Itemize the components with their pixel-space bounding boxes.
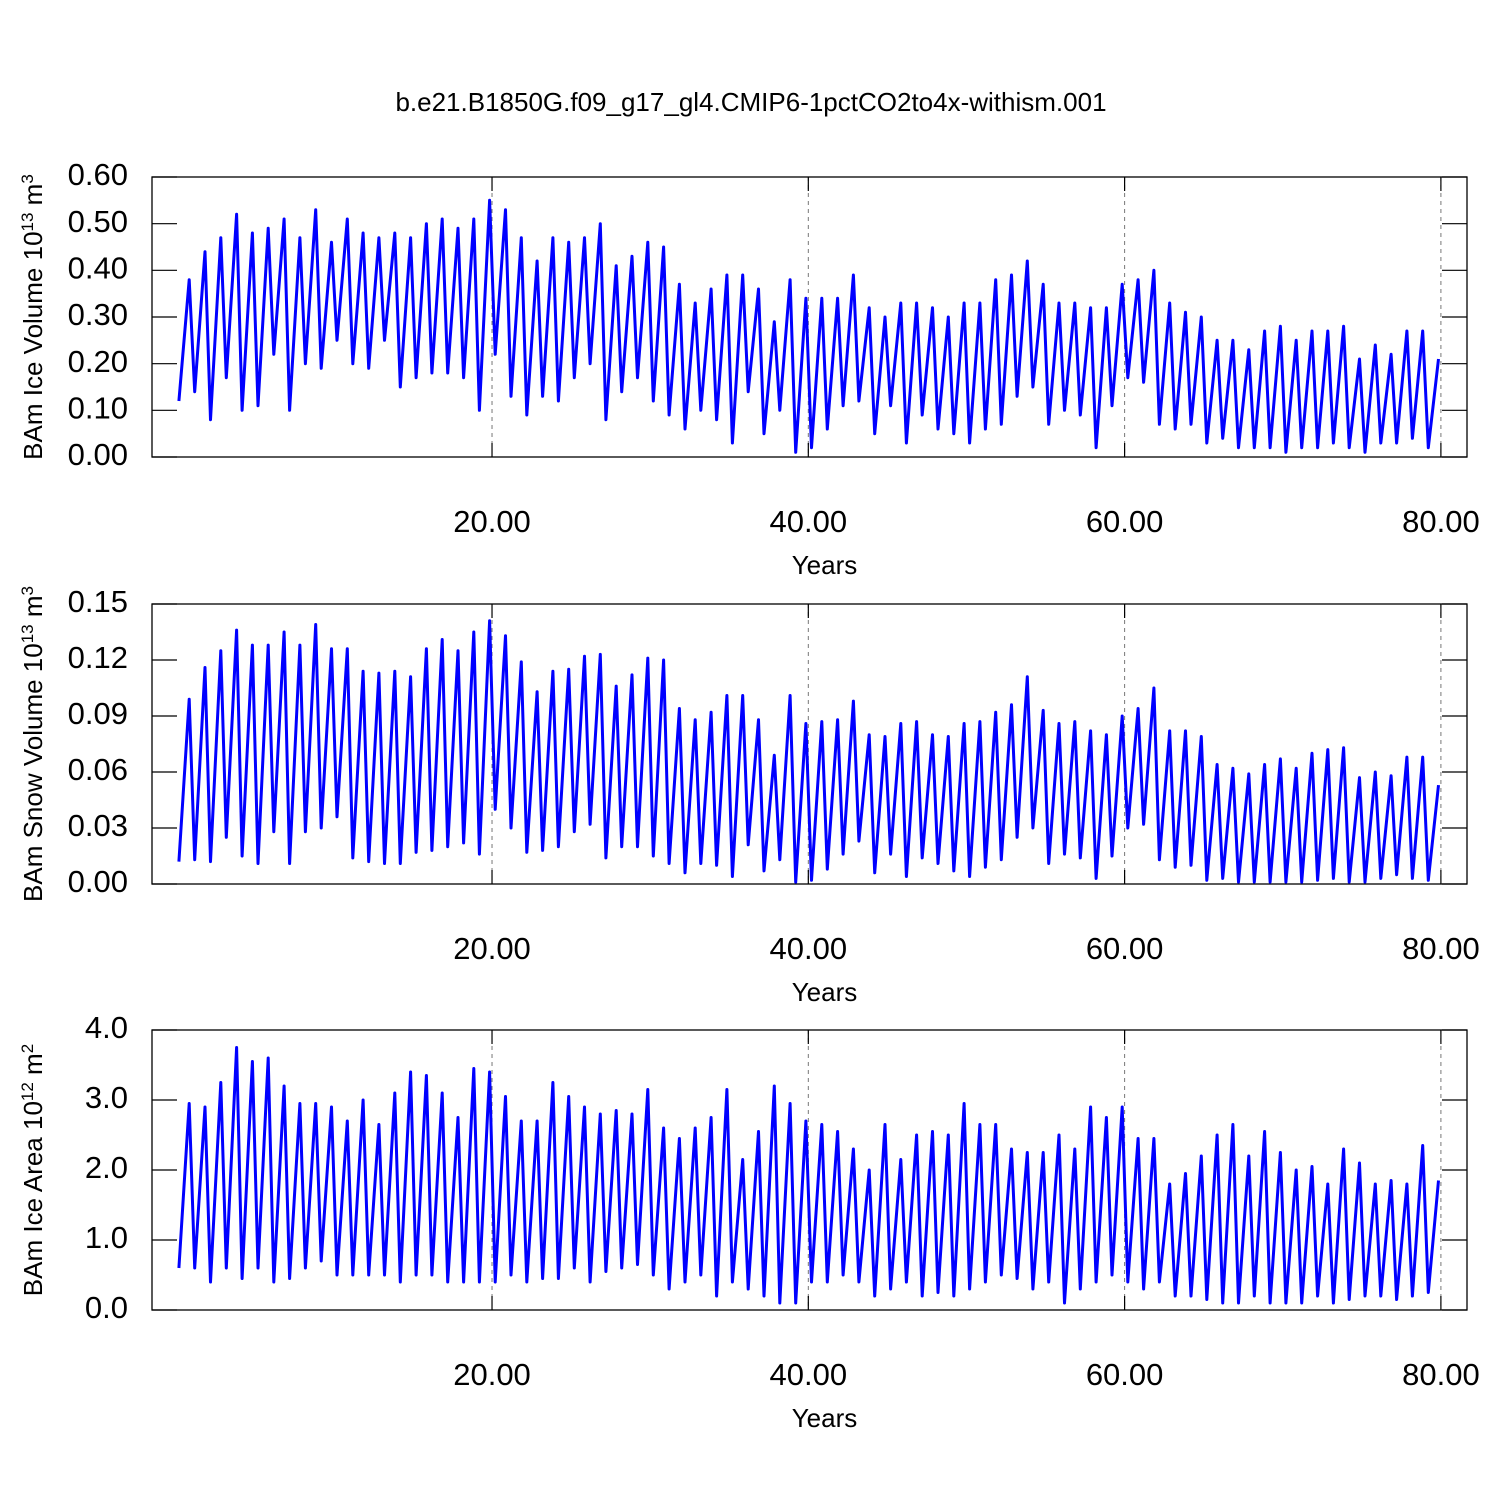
- x-tick-label: 20.00: [453, 931, 531, 966]
- x-tick-label: 60.00: [1086, 1357, 1164, 1392]
- x-tick-label: 40.00: [770, 504, 848, 539]
- y-axis-title-part: 12: [18, 1082, 37, 1101]
- y-tick-label: 0.30: [68, 297, 128, 332]
- y-axis-title-part: m: [18, 184, 48, 213]
- plot-frame: [151, 1029, 1468, 1311]
- x-tick-label: 40.00: [770, 931, 848, 966]
- y-tick-label: 0.0: [85, 1290, 128, 1325]
- data-line: [177, 1046, 1440, 1305]
- x-tick-label: 40.00: [770, 1357, 848, 1392]
- y-tick-label: 1.0: [85, 1220, 128, 1255]
- y-tick-label: 0.03: [68, 808, 128, 843]
- panel: 20.00 40.00 60.00 80.00 0.00 0.10 0.20 0.30 0.40…: [18, 157, 1480, 580]
- y-axis-title-part: m: [18, 1053, 48, 1082]
- y-axis-title-part: 2: [18, 1044, 37, 1053]
- figure-title: b.e21.B1850G.f09_g17_gl4.CMIP6-1pctCO2to…: [395, 87, 1106, 117]
- y-tick-label: 3.0: [85, 1080, 128, 1115]
- y-tick-label: 0.00: [68, 437, 128, 472]
- y-axis-title-part: 3: [18, 586, 37, 595]
- y-axis-title-part: BAm Ice Volume 10: [18, 231, 48, 459]
- plot-frame: [151, 603, 1468, 885]
- x-axis-title: Years: [792, 977, 858, 1007]
- x-tick-label: 80.00: [1402, 1357, 1480, 1392]
- y-tick-label: 4.0: [85, 1010, 128, 1045]
- y-axis-title: BAm Ice Area 1012 m2: [18, 1044, 49, 1296]
- x-tick-label: 80.00: [1402, 504, 1480, 539]
- x-tick-label: 60.00: [1086, 504, 1164, 539]
- x-tick-label: 20.00: [453, 1357, 531, 1392]
- y-axis-title-part: 13: [18, 624, 37, 643]
- x-tick-label: 60.00: [1086, 931, 1164, 966]
- x-tick-label: 20.00: [453, 504, 531, 539]
- y-axis-title-part: BAm Snow Volume 10: [18, 643, 48, 902]
- y-axis-title-part: BAm Ice Area 10: [18, 1101, 48, 1296]
- y-tick-label: 0.15: [68, 584, 128, 619]
- y-tick-label: 0.40: [68, 251, 128, 286]
- y-tick-label: 0.06: [68, 752, 128, 787]
- panel: 20.00 40.00 60.00 80.00 0.0 1.0 2.0 3.0 4.0 Years…: [18, 1010, 1480, 1433]
- y-axis-title-part: 13: [18, 213, 37, 232]
- data-line: [177, 619, 1440, 884]
- y-tick-label: 0.12: [68, 640, 128, 675]
- y-tick-label: 0.60: [68, 157, 128, 192]
- y-axis-title-part: m: [18, 595, 48, 624]
- x-tick-label: 80.00: [1402, 931, 1480, 966]
- y-tick-label: 0.50: [68, 204, 128, 239]
- y-tick-label: 2.0: [85, 1150, 128, 1185]
- y-tick-label: 0.09: [68, 696, 128, 731]
- y-tick-label: 0.00: [68, 864, 128, 899]
- plot-frame: [151, 176, 1468, 458]
- x-axis-title: Years: [792, 1403, 858, 1433]
- y-axis-title: BAm Snow Volume 1013 m3: [18, 586, 49, 902]
- x-axis-title: Years: [792, 550, 858, 580]
- y-axis-title: BAm Ice Volume 1013 m3: [18, 174, 49, 460]
- data-line: [177, 198, 1440, 454]
- panel: 20.00 40.00 60.00 80.00 0.00 0.03 0.06 0.09 0.12…: [18, 584, 1480, 1007]
- y-tick-label: 0.10: [68, 391, 128, 426]
- y-axis-title-part: 3: [18, 174, 37, 183]
- y-tick-label: 0.20: [68, 344, 128, 379]
